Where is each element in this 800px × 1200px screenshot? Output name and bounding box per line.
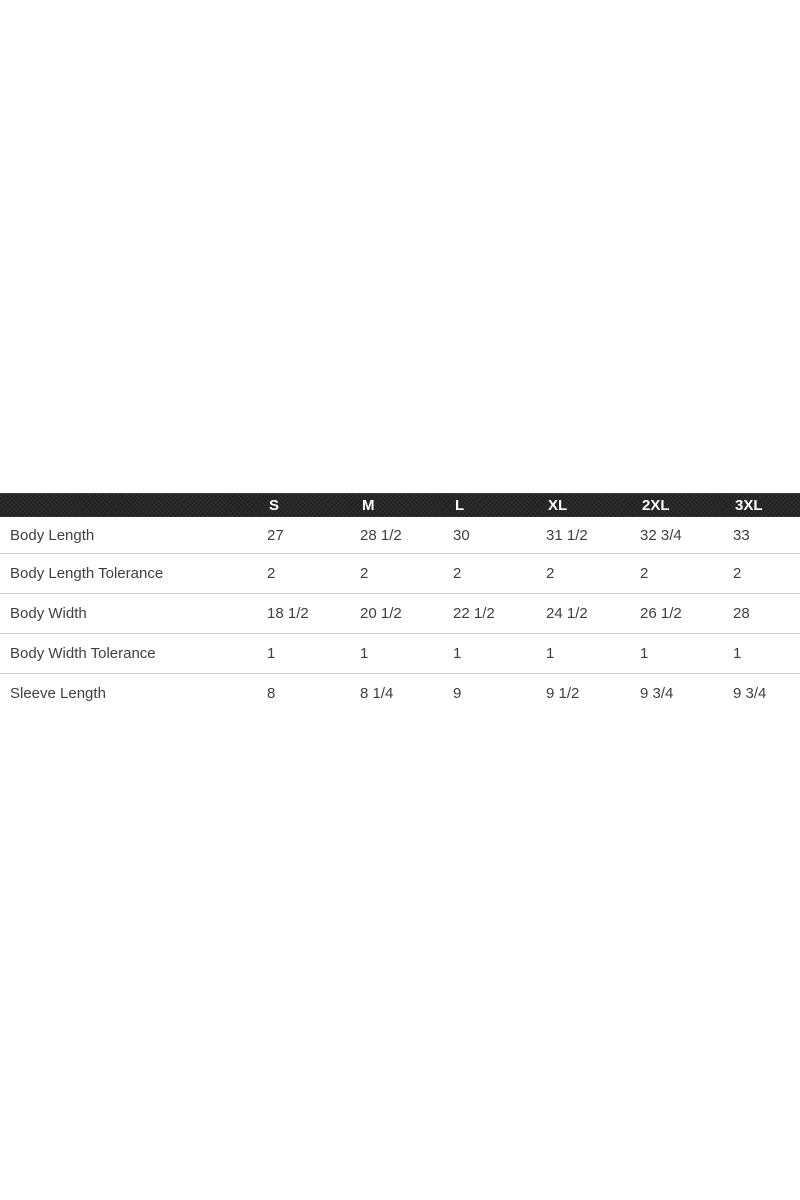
cell-value: 8 [267,673,360,713]
cell-value: 28 [733,593,800,634]
cell-value: 18 1/2 [267,593,360,634]
row-label: Body Length Tolerance [0,553,267,594]
column-header-xl: XL [546,493,640,517]
row-label: Body Width Tolerance [0,633,267,674]
cell-value: 2 [546,553,640,594]
cell-value: 1 [267,633,360,674]
cell-value: 2 [733,553,800,594]
table-row-sleeve-length: Sleeve Length 8 8 1/4 9 9 1/2 9 3/4 9 3/… [0,673,800,713]
cell-value: 1 [360,633,453,674]
cell-value: 2 [267,553,360,594]
column-header-3xl: 3XL [733,493,800,517]
cell-value: 27 [267,526,284,544]
row-label: Sleeve Length [0,673,267,713]
table-row-body-width: Body Width 18 1/2 20 1/2 22 1/2 24 1/2 2… [0,593,800,634]
column-header-m: M [360,493,453,517]
cell-value: 9 [453,673,546,713]
column-header-2xl: 2XL [640,493,733,517]
column-header-l: L [453,493,546,517]
header-row: S M L XL 2XL 3XL [0,493,800,517]
column-header-s: S [267,493,360,517]
cell-value: 30 [453,526,470,544]
column-header-blank [0,493,267,517]
cell-value: 8 1/4 [360,673,453,713]
row-label: Body Length [10,526,95,544]
cell-value: 33 [733,526,750,544]
cell-value: 1 [733,633,800,674]
cell-value: 31 1/2 [546,526,588,544]
cell-value: 28 1/2 [360,526,402,544]
table-row-body-length-tolerance: Body Length Tolerance 2 2 2 2 2 2 [0,553,800,594]
cell-value: 20 1/2 [360,593,453,634]
cell-value: 9 3/4 [640,673,733,713]
cell-value: 22 1/2 [453,593,546,634]
cell-value: 9 3/4 [733,673,800,713]
table-row-body-length: Body Length 27 28 1/2 30 31 1/2 32 3/4 3… [0,517,800,554]
cell-value: 32 3/4 [640,526,682,544]
size-chart-table: S M L XL 2XL 3XL Body Length 27 28 1/2 3… [0,493,800,713]
cell-value: 24 1/2 [546,593,640,634]
cell-value: 1 [453,633,546,674]
cell-value: 2 [360,553,453,594]
cell-value: 26 1/2 [640,593,733,634]
cell-value: 2 [640,553,733,594]
cell-value: 1 [640,633,733,674]
cell-value: 9 1/2 [546,673,640,713]
cell-value: 1 [546,633,640,674]
table-row-body-width-tolerance: Body Width Tolerance 1 1 1 1 1 1 [0,633,800,674]
cell-value: 2 [453,553,546,594]
row-label: Body Width [0,593,267,634]
